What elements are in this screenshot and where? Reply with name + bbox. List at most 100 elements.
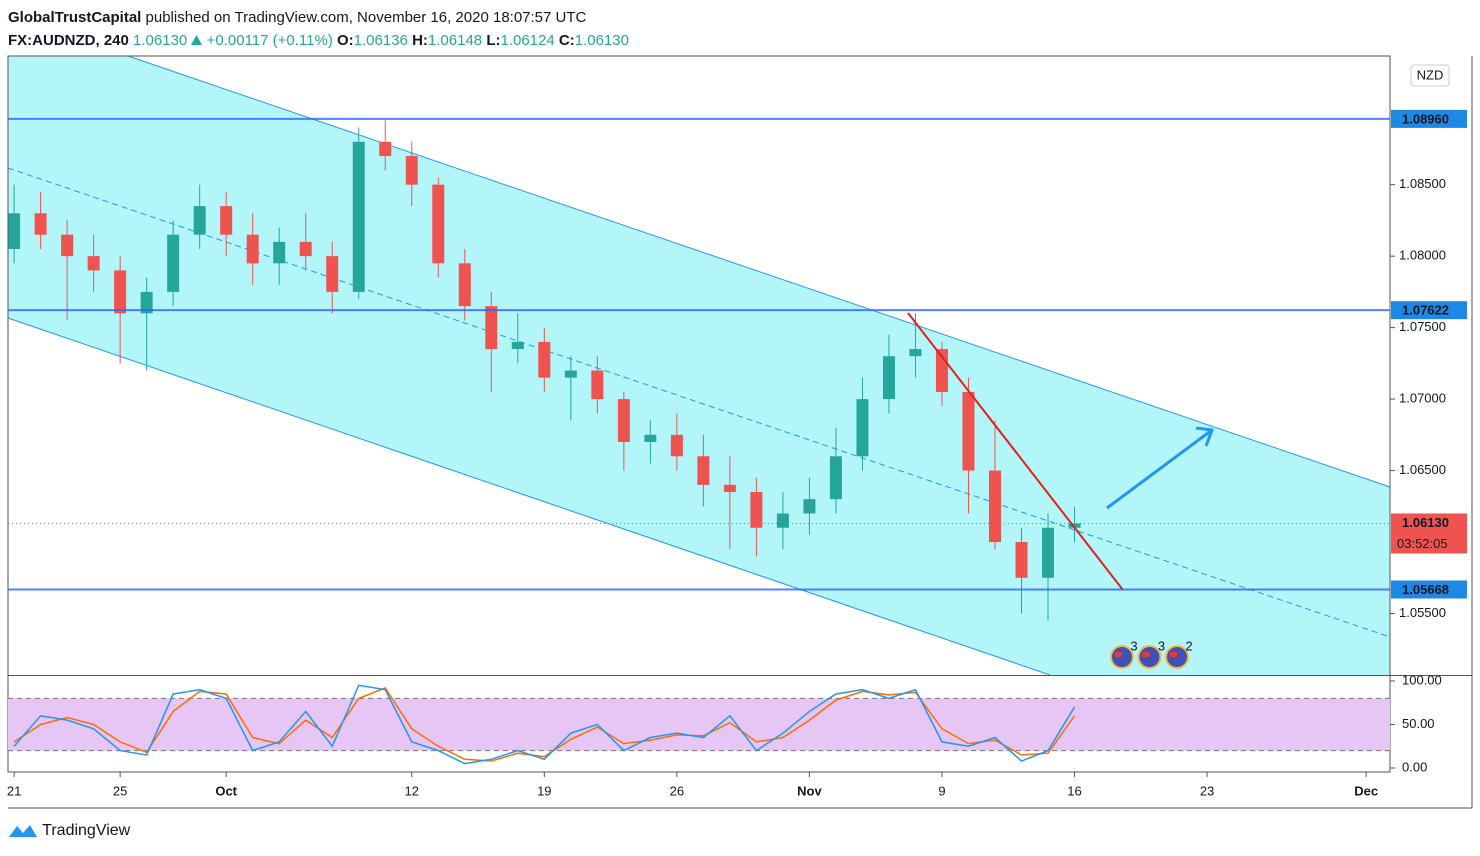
logo bbox=[9, 824, 37, 837]
stoch-line bbox=[13, 684, 1076, 765]
candle-body bbox=[352, 141, 365, 292]
y-tick-label: 50.00 bbox=[1402, 716, 1435, 731]
candle-body bbox=[1068, 523, 1081, 528]
x-tick-label: 16 bbox=[1067, 783, 1081, 798]
candle-body bbox=[617, 399, 630, 442]
ohlc: O:1.06136 H:1.06148 L:1.06124 C:1.06130 bbox=[337, 32, 629, 49]
level-tag bbox=[1391, 109, 1467, 128]
candle-body bbox=[220, 206, 233, 235]
candle-body bbox=[723, 484, 736, 493]
overlay: 1.08500 1.08000 1.07500 1.07000 1.06500 1.055… bbox=[7, 55, 1473, 809]
candle-body bbox=[829, 456, 842, 500]
forecast-arrow bbox=[1106, 428, 1213, 510]
candle-body bbox=[909, 349, 922, 357]
stoch-line bbox=[13, 687, 1076, 762]
plot-frame bbox=[7, 55, 1391, 773]
y-tick-label: 1.05500 bbox=[1399, 605, 1446, 620]
channel-mid bbox=[7, 167, 1391, 638]
x-tick-label: Nov bbox=[797, 783, 822, 798]
event-flag bbox=[1142, 652, 1150, 657]
candle-body bbox=[511, 341, 524, 350]
level-label: 1.08960 bbox=[1402, 111, 1449, 126]
ohlc-value: 1.06130 bbox=[574, 32, 629, 49]
published: published on TradingView.com, November 1… bbox=[145, 9, 587, 26]
x-tick-label: 21 bbox=[7, 783, 21, 798]
channel-fill bbox=[8, 56, 1390, 675]
footer: TradingView bbox=[8, 822, 130, 840]
y-tick-label: 100.00 bbox=[1402, 672, 1442, 687]
candle-body bbox=[326, 256, 339, 292]
event-count: 2 bbox=[1185, 638, 1192, 653]
publisher: GlobalTrustCapital bbox=[8, 9, 142, 26]
candle-body bbox=[776, 513, 789, 528]
up-arrow bbox=[191, 35, 203, 45]
last-price-label: 1.06130 bbox=[1402, 515, 1449, 530]
header: GlobalTrustCapital published on TradingV… bbox=[8, 6, 629, 52]
ohlc-key: C: bbox=[558, 32, 575, 49]
symbol: FX:AUDNZD, 240 bbox=[8, 32, 129, 49]
y-tick-label: 0.00 bbox=[1402, 759, 1427, 774]
candle-body bbox=[458, 263, 471, 307]
candle-body bbox=[882, 356, 895, 400]
level-tag bbox=[1391, 301, 1467, 320]
candle-body bbox=[193, 206, 206, 235]
channel-upper bbox=[127, 55, 1391, 488]
event-flag bbox=[1115, 652, 1122, 657]
y-tick-label: 1.08500 bbox=[1399, 176, 1446, 191]
x-tick-label: Dec bbox=[1354, 783, 1378, 798]
y-tick-label: 1.07000 bbox=[1399, 391, 1446, 406]
candle-body bbox=[750, 492, 763, 528]
candle-body bbox=[1042, 527, 1055, 578]
red-trendline bbox=[907, 312, 1124, 591]
ohlc-value: 1.06136 bbox=[353, 32, 408, 49]
candle-body bbox=[988, 470, 1001, 543]
x-tick-label: 26 bbox=[670, 783, 684, 798]
event-count: 3 bbox=[1130, 638, 1137, 653]
ohlc-key: H: bbox=[412, 32, 428, 49]
change: +0.00117 (+0.11%) bbox=[206, 32, 333, 49]
candle-body bbox=[8, 213, 21, 249]
ohlc-value: 1.06124 bbox=[500, 32, 555, 49]
candle-body bbox=[379, 141, 392, 157]
event-flag bbox=[1170, 652, 1177, 657]
x-tick-label: 25 bbox=[113, 783, 127, 798]
y-tick-label: 1.06500 bbox=[1399, 462, 1446, 477]
candle-body bbox=[114, 270, 127, 314]
ohlc-value: 1.06148 bbox=[427, 32, 483, 49]
candle-body bbox=[485, 306, 498, 350]
last: 1.06130 bbox=[133, 32, 188, 49]
currency: NZD bbox=[1417, 67, 1444, 82]
candle-body bbox=[670, 434, 683, 457]
x-tick-label: 23 bbox=[1200, 783, 1214, 798]
candle-body bbox=[87, 256, 100, 271]
y-tick-label: 1.08000 bbox=[1399, 248, 1446, 263]
ohlc-key: O: bbox=[337, 32, 354, 49]
x-tick-label: Oct bbox=[215, 783, 237, 798]
candle-body bbox=[273, 241, 286, 264]
channel-lower bbox=[7, 317, 1051, 676]
symbol-line: FX:AUDNZD, 240 1.06130 +0.00117 (+0.11%)… bbox=[8, 29, 629, 52]
level-label: 1.05668 bbox=[1402, 582, 1449, 597]
candle-body bbox=[405, 156, 418, 185]
candle-body bbox=[644, 434, 657, 442]
plot bbox=[7, 55, 1391, 676]
candle-body bbox=[591, 370, 604, 400]
candle-body bbox=[246, 234, 259, 264]
candle-body bbox=[803, 499, 816, 514]
candle-body bbox=[538, 341, 551, 378]
candle-body bbox=[432, 184, 445, 264]
candle-body bbox=[140, 291, 153, 314]
candle-body bbox=[167, 234, 180, 292]
y-tick-label: 1.07500 bbox=[1399, 319, 1446, 334]
candle-body bbox=[856, 399, 869, 457]
forecast-arrow-head bbox=[1195, 426, 1215, 447]
brand: TradingView bbox=[42, 822, 131, 839]
stoch-band bbox=[8, 698, 1390, 751]
candle-body bbox=[61, 234, 74, 257]
level-label: 1.07622 bbox=[1402, 303, 1449, 318]
ohlc-key: L: bbox=[486, 32, 501, 49]
last-price-tag bbox=[1391, 513, 1467, 554]
x-tick-label: 12 bbox=[405, 783, 419, 798]
candle-body bbox=[299, 241, 312, 257]
